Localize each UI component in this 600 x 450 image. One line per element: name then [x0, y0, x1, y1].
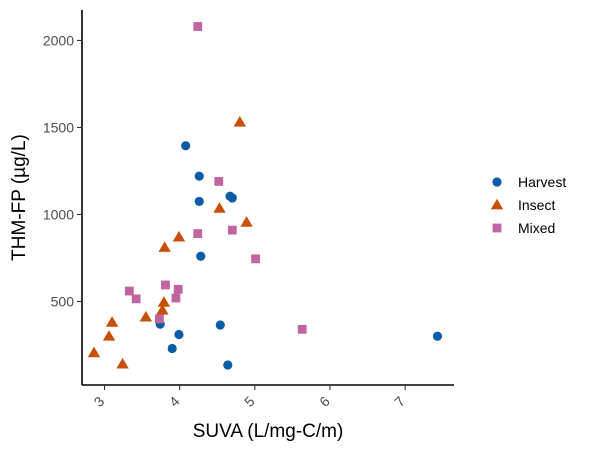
x-axis-ticks: 3 4 5 6 7: [91, 385, 408, 410]
x-tick-label: 6: [316, 393, 333, 410]
mixed-point: [227, 225, 237, 235]
y-tick-label: 2000: [43, 32, 74, 48]
mixed-point: [297, 324, 307, 334]
insect-point: [139, 310, 153, 322]
mixed-point: [214, 177, 224, 186]
insect-point: [87, 346, 101, 358]
harvest-point: [167, 343, 177, 354]
mixed-point: [173, 284, 183, 294]
mixed-point: [193, 229, 203, 239]
insect-point: [233, 116, 247, 127]
harvest-point: [181, 141, 191, 151]
harvest-point: [215, 320, 225, 330]
insect-point: [156, 303, 169, 315]
insect-point: [105, 316, 119, 327]
insect-point: [157, 296, 171, 307]
harvest-point: [227, 193, 237, 203]
x-tick-label: 5: [241, 393, 258, 410]
y-tick-label: 500: [51, 293, 75, 309]
insect-point: [116, 357, 129, 369]
insect-point: [158, 241, 171, 252]
legend-insect-marker: [490, 198, 504, 210]
legend-mixed-label: Mixed: [518, 220, 555, 236]
legend-harvest-marker: [492, 177, 502, 187]
mixed-point: [155, 314, 164, 324]
y-tick-label: 1000: [43, 206, 74, 222]
insect-point: [213, 202, 226, 213]
harvest-point: [194, 171, 204, 181]
insect-point: [172, 230, 186, 242]
plot-area: [87, 22, 443, 370]
x-tick-label: 3: [91, 393, 108, 410]
y-tick-label: 1500: [43, 119, 74, 135]
legend: Harvest Insect Mixed: [490, 174, 566, 236]
x-tick-label: 4: [166, 393, 183, 410]
mixed-point: [171, 293, 181, 303]
harvest-point: [194, 196, 204, 207]
legend-mixed-marker: [492, 223, 502, 233]
x-tick-label: 7: [391, 393, 408, 410]
mixed-point: [251, 254, 260, 264]
insect-point: [240, 216, 253, 227]
harvest-point: [196, 251, 206, 261]
x-axis-title: SUVA (L/mg-C/m): [193, 421, 344, 442]
mixed-point: [161, 280, 170, 290]
mixed-point: [124, 286, 134, 296]
mixed-point: [131, 294, 141, 304]
harvest-point: [174, 329, 184, 340]
y-axis-ticks: 500 1000 1500 2000: [43, 32, 82, 309]
insect-point: [102, 330, 116, 341]
mixed-point: [193, 22, 203, 31]
legend-harvest-label: Harvest: [518, 174, 566, 190]
harvest-point: [432, 331, 443, 341]
y-axis-title: THM-FP (µg/L): [9, 134, 30, 261]
legend-insect-label: Insect: [518, 197, 555, 213]
harvest-point: [223, 360, 233, 370]
